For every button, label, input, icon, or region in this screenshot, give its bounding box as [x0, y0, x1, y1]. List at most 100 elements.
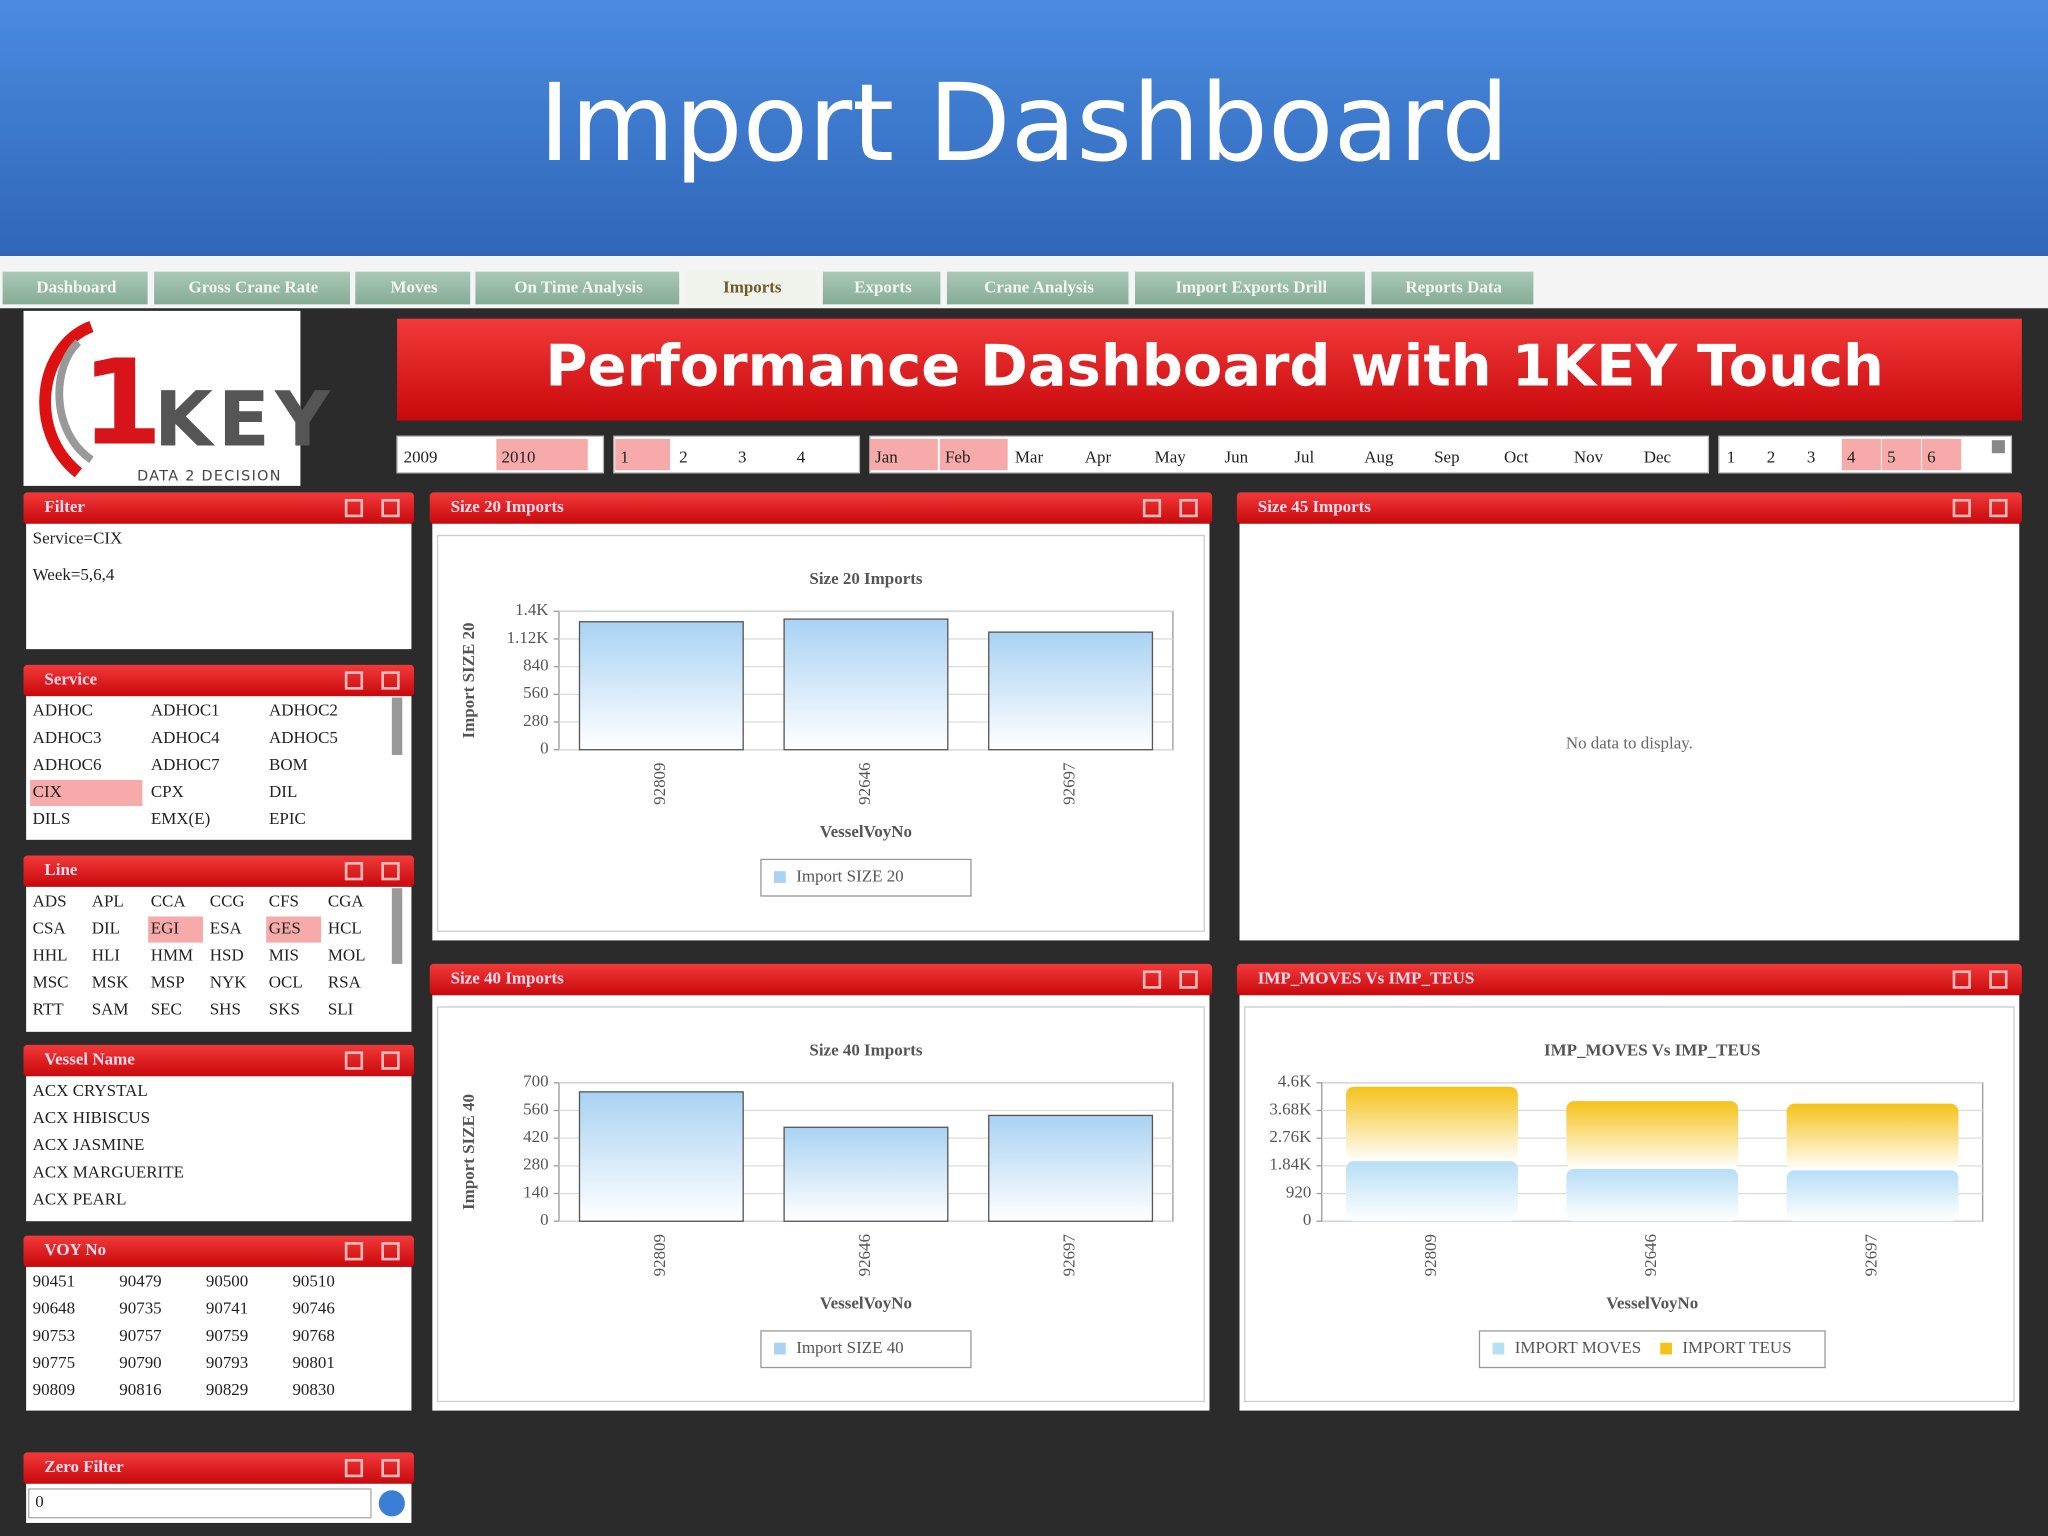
tab-label[interactable]: Exports: [854, 278, 912, 297]
list-item[interactable]: HLI: [92, 945, 121, 964]
time-filter-item[interactable]: Jun: [1224, 447, 1248, 466]
list-item[interactable]: SHS: [210, 1000, 241, 1019]
time-filter-selected[interactable]: [869, 438, 938, 471]
panel-icon[interactable]: [344, 862, 364, 881]
list-item[interactable]: MIS: [269, 945, 299, 964]
list-item-selected[interactable]: [266, 916, 322, 943]
list-item[interactable]: EGI: [151, 918, 180, 937]
panel-icon[interactable]: [1989, 498, 2008, 518]
list-item[interactable]: RSA: [328, 973, 362, 992]
list-item[interactable]: ADHOC4: [151, 728, 220, 747]
time-filter-item[interactable]: Oct: [1504, 447, 1529, 466]
list-item[interactable]: 90790: [119, 1353, 161, 1372]
list-item[interactable]: SEC: [151, 1000, 182, 1019]
time-filter-item[interactable]: Dec: [1644, 447, 1672, 466]
list-item[interactable]: 90757: [119, 1326, 161, 1345]
time-filter-item[interactable]: 1: [620, 447, 628, 466]
time-filter-selected[interactable]: [1841, 438, 1881, 471]
list-item[interactable]: SLI: [328, 1000, 354, 1019]
list-item[interactable]: CFS: [269, 891, 299, 910]
list-item[interactable]: SKS: [269, 1000, 300, 1019]
list-item[interactable]: ACX MARGUERITE: [33, 1162, 184, 1181]
list-item[interactable]: EPIC: [269, 809, 306, 828]
list-item[interactable]: ACX HIBISCUS: [33, 1108, 150, 1127]
time-filter-item[interactable]: 4: [1847, 447, 1856, 466]
zero-filter-button[interactable]: [376, 1487, 408, 1520]
list-item[interactable]: DIL: [92, 918, 120, 937]
time-filter-item[interactable]: 2010: [502, 447, 536, 466]
list-item[interactable]: 90801: [292, 1353, 334, 1372]
list-item[interactable]: 90510: [292, 1272, 334, 1291]
time-filter-item[interactable]: 6: [1927, 447, 1935, 466]
panel-icon[interactable]: [381, 1051, 400, 1070]
panel-icon[interactable]: [344, 671, 364, 690]
list-item[interactable]: DILS: [33, 809, 71, 828]
list-item[interactable]: CPX: [151, 782, 184, 801]
list-item[interactable]: ADHOC6: [33, 755, 102, 774]
list-item[interactable]: CSA: [33, 918, 67, 937]
panel-icon[interactable]: [344, 1458, 364, 1478]
tab[interactable]: [822, 271, 941, 305]
list-item[interactable]: ADS: [33, 891, 67, 910]
tab-label[interactable]: Crane Analysis: [984, 278, 1094, 297]
list-item[interactable]: ADHOC5: [269, 728, 338, 747]
panel-icon[interactable]: [381, 1458, 400, 1478]
list-item[interactable]: HSD: [210, 945, 244, 964]
time-filter-item[interactable]: Nov: [1574, 447, 1604, 466]
list-item[interactable]: ADHOC3: [33, 728, 102, 747]
list-item[interactable]: HHL: [33, 945, 68, 964]
list-item[interactable]: CCG: [210, 891, 245, 910]
list-item[interactable]: ACX PEARL: [33, 1189, 127, 1208]
list-item[interactable]: 90809: [33, 1380, 75, 1399]
time-filter-selected[interactable]: [1881, 438, 1922, 471]
list-item[interactable]: CGA: [328, 891, 365, 910]
panel-icon[interactable]: [1142, 498, 1162, 518]
panel-icon[interactable]: [344, 1242, 364, 1261]
time-filter-item[interactable]: 2: [679, 447, 687, 466]
list-item[interactable]: 90648: [33, 1299, 75, 1318]
list-item[interactable]: DIL: [269, 782, 297, 801]
tab-label[interactable]: Moves: [390, 278, 438, 297]
list-item[interactable]: RTT: [33, 1000, 65, 1019]
tab-label[interactable]: Dashboard: [36, 278, 117, 297]
list-item[interactable]: ADHOC2: [269, 701, 338, 720]
tab-label[interactable]: Gross Crane Rate: [189, 278, 319, 297]
time-filter-item[interactable]: 3: [738, 447, 746, 466]
tab[interactable]: [154, 271, 351, 305]
panel-icon[interactable]: [381, 671, 400, 690]
list-item[interactable]: MSC: [33, 973, 69, 992]
panel-icon[interactable]: [381, 862, 400, 881]
time-filter-selected[interactable]: [615, 438, 671, 471]
zero-filter-input[interactable]: [28, 1488, 372, 1519]
time-filter-item[interactable]: May: [1155, 447, 1187, 466]
time-filter-item[interactable]: Aug: [1364, 447, 1394, 466]
list-item[interactable]: HMM: [151, 945, 193, 964]
panel-icon[interactable]: [344, 498, 364, 518]
time-filter-item[interactable]: Apr: [1085, 447, 1112, 466]
list-item[interactable]: 90479: [119, 1272, 161, 1291]
list-item-selected[interactable]: [148, 916, 203, 943]
time-filter-item[interactable]: Mar: [1015, 447, 1044, 466]
list-item[interactable]: 90500: [206, 1272, 248, 1291]
tab-label[interactable]: Import Exports Drill: [1175, 278, 1327, 297]
list-item[interactable]: 90829: [206, 1380, 248, 1399]
list-item[interactable]: HCL: [328, 918, 362, 937]
list-item[interactable]: ADHOC7: [151, 755, 220, 774]
panel-icon[interactable]: [344, 1051, 364, 1070]
list-item[interactable]: MSP: [151, 973, 185, 992]
list-item[interactable]: 90759: [206, 1326, 248, 1345]
list-item[interactable]: MSK: [92, 973, 130, 992]
zero-filter-value[interactable]: 0: [35, 1492, 43, 1511]
list-item[interactable]: 90451: [33, 1272, 75, 1291]
panel-icon[interactable]: [381, 1242, 400, 1261]
list-item[interactable]: 90775: [33, 1353, 75, 1372]
panel-icon[interactable]: [1142, 970, 1162, 989]
panel-icon[interactable]: [1989, 970, 2008, 989]
tab[interactable]: [1135, 271, 1365, 305]
tab-label[interactable]: Imports: [723, 278, 782, 297]
time-filter-item[interactable]: Sep: [1434, 447, 1459, 466]
list-item[interactable]: OCL: [269, 973, 303, 992]
list-item[interactable]: 90753: [33, 1326, 75, 1345]
list-item[interactable]: ADHOC: [33, 701, 93, 720]
tab[interactable]: [946, 271, 1129, 305]
